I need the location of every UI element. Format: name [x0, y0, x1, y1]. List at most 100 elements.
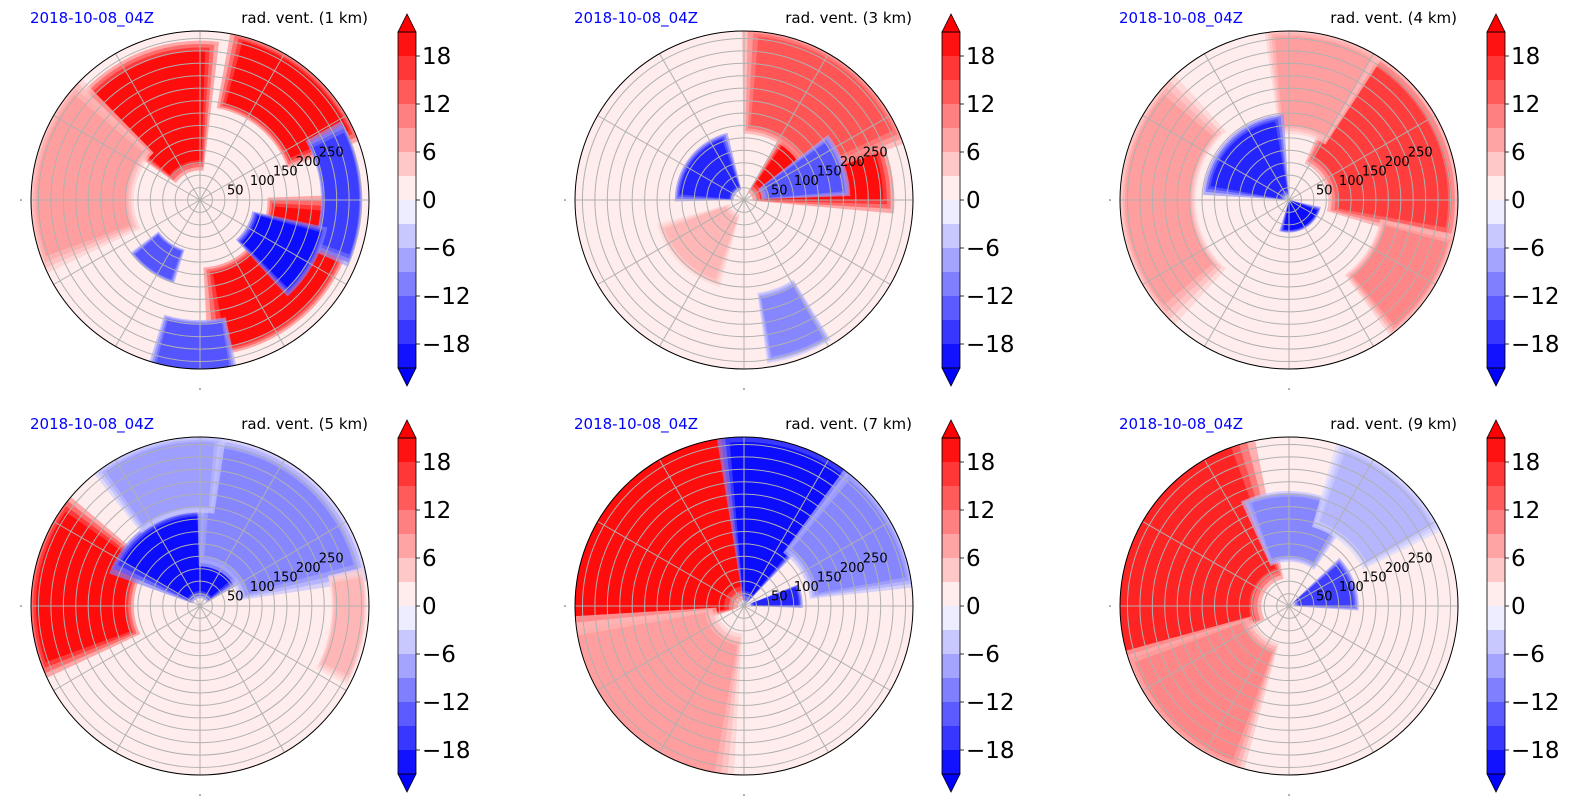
colorbar-level [398, 606, 416, 631]
colorbar-tick-label: 6 [966, 140, 981, 166]
colorbar-level [398, 224, 416, 249]
colorbar-level [1487, 678, 1505, 703]
panel-title: rad. vent. (7 km) [785, 415, 912, 433]
colorbar-level [942, 750, 960, 775]
colorbar-tick-label: −6 [1511, 642, 1545, 668]
colorbar-extend-min [397, 367, 417, 387]
radial-tick-label: 100 [1339, 580, 1364, 595]
tick-dot [199, 388, 201, 390]
colorbar-level [1487, 104, 1505, 129]
polar-grid [575, 437, 913, 775]
radial-tick-label: 250 [319, 551, 344, 566]
field [31, 32, 363, 369]
colorbar-tick-label: 18 [1511, 44, 1540, 70]
disk-border [1119, 30, 1459, 370]
radial-tick-label: 150 [273, 164, 298, 179]
polar-grid [1120, 437, 1458, 775]
tick-dot [20, 605, 22, 607]
field-cell [757, 279, 831, 363]
colorbar-tick-label: 18 [422, 450, 451, 476]
colorbar-level [942, 56, 960, 81]
time-stamp: 2018-10-08_04Z [574, 415, 698, 434]
colorbar-extend-max [1486, 13, 1506, 33]
radial-tick-label: 150 [817, 570, 842, 585]
colorbar-tick-label: 6 [1511, 140, 1526, 166]
colorbar-level [942, 200, 960, 225]
radial-tick-label: 50 [771, 183, 788, 198]
disk-border [574, 30, 914, 370]
colorbar-tick-label: 18 [966, 44, 995, 70]
tick-dot [1109, 199, 1111, 201]
polar-grid [1120, 31, 1458, 369]
colorbar-level [942, 606, 960, 631]
radial-tick-label: 50 [227, 589, 244, 604]
colorbar-tick-label: −18 [422, 738, 471, 764]
colorbar-level [1487, 630, 1505, 655]
colorbar-level [1487, 32, 1505, 57]
colorbar-tick-label: 12 [966, 92, 995, 118]
tick-dot [743, 794, 745, 796]
colorbar-level [398, 462, 416, 487]
colorbar-level [942, 128, 960, 153]
colorbar-tick-label: −18 [966, 738, 1015, 764]
colorbar-level [1487, 176, 1505, 201]
colorbar-tick-label: −18 [1511, 738, 1560, 764]
colorbar-level [1487, 702, 1505, 727]
colorbar-level [398, 176, 416, 201]
disk-border [1119, 436, 1459, 776]
colorbar-level [398, 534, 416, 559]
tick-dot [199, 794, 201, 796]
colorbar-level [398, 582, 416, 607]
colorbar: 18 12 6 0 −18 −12 −6 [1486, 13, 1560, 387]
colorbar: 18 12 6 0 −18 −12 −6 [1486, 419, 1560, 793]
colorbar-level [398, 654, 416, 679]
colorbar-level [398, 296, 416, 321]
colorbar-level [942, 80, 960, 105]
time-stamp: 2018-10-08_04Z [30, 9, 154, 28]
colorbar-level [942, 486, 960, 511]
colorbar-tick-label: −18 [966, 332, 1015, 358]
polar-grid [31, 437, 369, 775]
radial-tick-label: 150 [1362, 164, 1387, 179]
colorbar-level [1487, 486, 1505, 511]
radial-tick-label: 250 [1408, 145, 1433, 160]
colorbar-level [1487, 510, 1505, 535]
colorbar-level [1487, 320, 1505, 345]
colorbar-tick-label: 12 [1511, 498, 1540, 524]
colorbar-tick-label: −12 [966, 690, 1015, 716]
colorbar-tick-label: 18 [1511, 450, 1540, 476]
colorbar-tick-label: 6 [422, 546, 437, 572]
colorbar-level [1487, 344, 1505, 369]
colorbar-level [1487, 654, 1505, 679]
radial-tick-label: 150 [817, 164, 842, 179]
colorbar-tick-label: −12 [1511, 690, 1560, 716]
radial-tick-label: 200 [296, 561, 321, 576]
colorbar-tick-label: 12 [966, 498, 995, 524]
disk-border [574, 436, 914, 776]
polar-grid [575, 31, 913, 369]
colorbar-level [398, 678, 416, 703]
field-cell [195, 437, 368, 601]
colorbar-extend-min [941, 773, 961, 793]
colorbar-tick-label: 0 [422, 594, 437, 620]
time-stamp: 2018-10-08_04Z [30, 415, 154, 434]
colorbar-tick-label: −18 [1511, 332, 1560, 358]
colorbar: 18 12 6 0 −18 −12 −6 [397, 13, 471, 387]
colorbar-level [942, 534, 960, 559]
colorbar-level [942, 462, 960, 487]
colorbar-level [1487, 582, 1505, 607]
tick-dot [743, 388, 745, 390]
colorbar-level [398, 630, 416, 655]
panel-title: rad. vent. (4 km) [1330, 9, 1457, 27]
colorbar-tick-label: 0 [966, 188, 981, 214]
colorbar-level [942, 582, 960, 607]
colorbar-tick-label: 12 [1511, 92, 1540, 118]
colorbar-tick-label: −12 [422, 284, 471, 310]
colorbar-tick-label: −12 [422, 690, 471, 716]
colorbar-level [942, 152, 960, 177]
colorbar-level [1487, 128, 1505, 153]
field [31, 437, 368, 686]
